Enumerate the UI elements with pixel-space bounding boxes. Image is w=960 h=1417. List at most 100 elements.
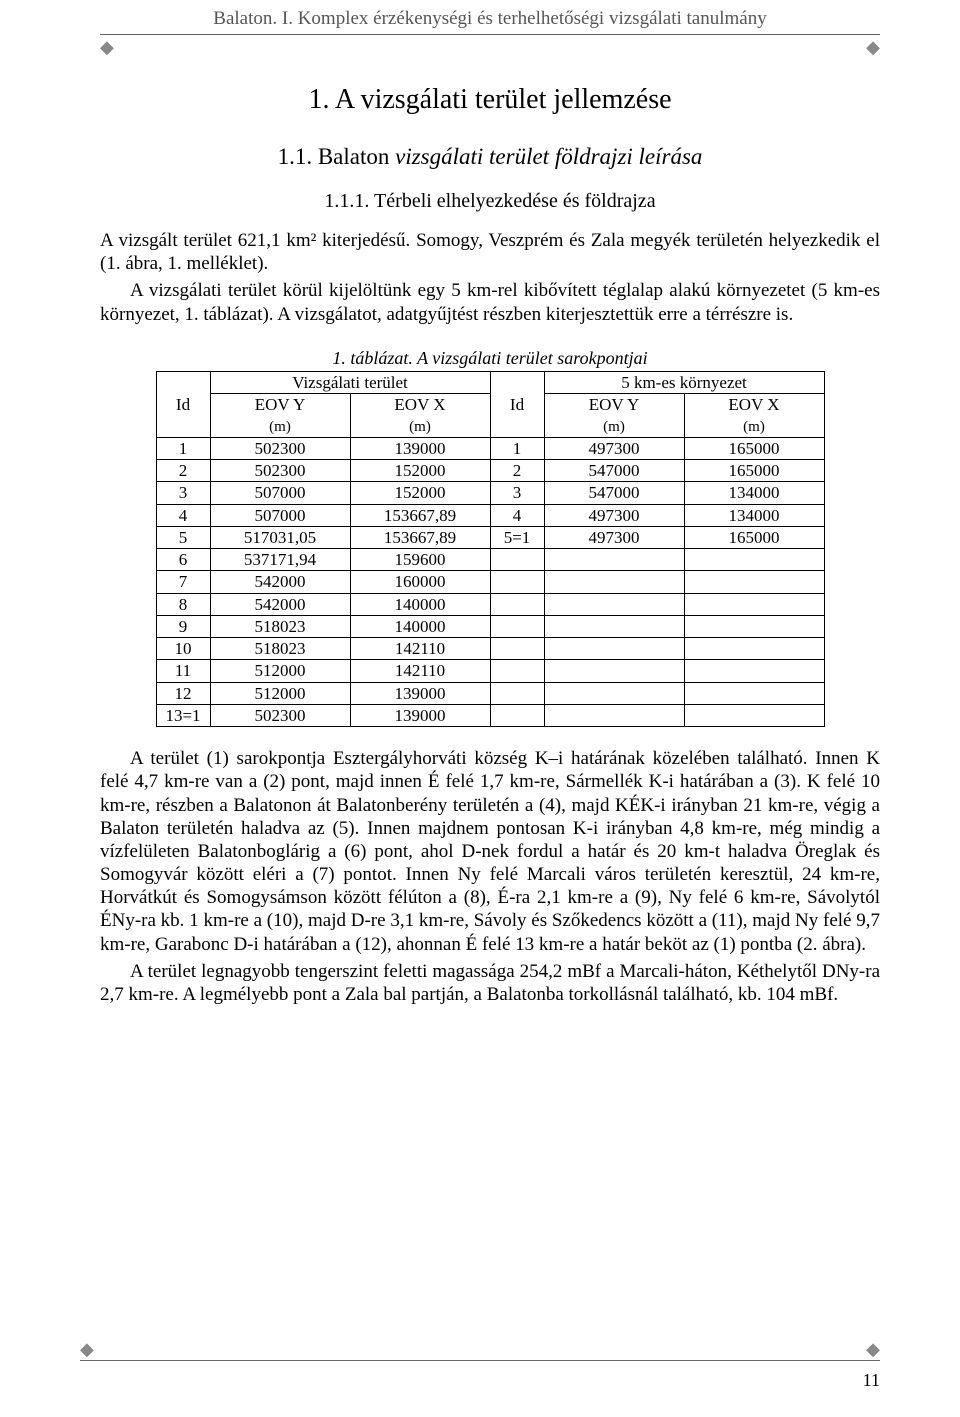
col-study-area: Vizsgálati terület	[210, 371, 490, 393]
header-ornament: ◆ ◆	[100, 37, 880, 58]
cell-id2	[490, 571, 544, 593]
cell-id: 2	[156, 460, 210, 482]
cell-y: 542000	[210, 571, 350, 593]
table-row: 12512000139000	[156, 682, 824, 704]
cell-y: 518023	[210, 638, 350, 660]
cell-y2	[544, 660, 684, 682]
section-heading: 1. A vizsgálati terület jellemzése	[100, 84, 880, 116]
paragraph-3: A terület legnagyobb tengerszint feletti…	[100, 960, 880, 1006]
cell-x: 142110	[350, 638, 490, 660]
table-header-row-1: Id Vizsgálati terület Id 5 km-es környez…	[156, 371, 824, 393]
cell-id2: 3	[490, 482, 544, 504]
cell-id2	[490, 704, 544, 726]
cell-y: 502300	[210, 437, 350, 459]
corner-points-table: Id Vizsgálati terület Id 5 km-es környez…	[156, 371, 825, 728]
cell-x: 153667,89	[350, 504, 490, 526]
cell-y2: 547000	[544, 460, 684, 482]
table-row: 15023001390001497300165000	[156, 437, 824, 459]
cell-y2	[544, 704, 684, 726]
col-eovx2: EOV X(m)	[684, 393, 824, 437]
subsection-heading: 1.1. Balaton vizsgálati terület földrajz…	[100, 144, 880, 170]
table-row: 6537171,94159600	[156, 549, 824, 571]
cell-y2	[544, 549, 684, 571]
col-eovx: EOV X(m)	[350, 393, 490, 437]
diamond-icon: ◆	[100, 37, 114, 58]
col-eovy: EOV Y(m)	[210, 393, 350, 437]
cell-x: 140000	[350, 593, 490, 615]
cell-x2	[684, 660, 824, 682]
cell-id: 5	[156, 526, 210, 548]
footer-ornament: ◆ ◆	[80, 1337, 880, 1361]
cell-x: 152000	[350, 460, 490, 482]
cell-x: 160000	[350, 571, 490, 593]
cell-id: 9	[156, 615, 210, 637]
paragraph-1b: A vizsgálati terület körül kijelöltünk e…	[100, 279, 880, 325]
cell-y2	[544, 638, 684, 660]
table-row: 11512000142110	[156, 660, 824, 682]
cell-x2	[684, 571, 824, 593]
table-row: 4507000153667,894497300134000	[156, 504, 824, 526]
subsection-italic: vizsgálati terület földrajzi leírása	[395, 144, 702, 169]
paragraph-1a: A vizsgált terület 621,1 km² kiterjedésű…	[100, 229, 880, 275]
running-header: Balaton. I. Komplex érzékenységi és terh…	[100, 8, 880, 58]
cell-x: 140000	[350, 615, 490, 637]
cell-x2	[684, 682, 824, 704]
cell-x: 139000	[350, 682, 490, 704]
cell-y: 507000	[210, 504, 350, 526]
table-row: 7542000160000	[156, 571, 824, 593]
cell-x: 139000	[350, 704, 490, 726]
cell-y: 512000	[210, 682, 350, 704]
table-row: 9518023140000	[156, 615, 824, 637]
cell-id: 7	[156, 571, 210, 593]
cell-y2: 497300	[544, 526, 684, 548]
cell-x: 159600	[350, 549, 490, 571]
cell-x2	[684, 638, 824, 660]
cell-id2	[490, 660, 544, 682]
cell-id: 12	[156, 682, 210, 704]
cell-id2: 5=1	[490, 526, 544, 548]
cell-x: 153667,89	[350, 526, 490, 548]
cell-x2	[684, 593, 824, 615]
diamond-icon: ◆	[866, 1339, 880, 1360]
cell-y: 537171,94	[210, 549, 350, 571]
col-eovy2: EOV Y(m)	[544, 393, 684, 437]
table-row: 10518023142110	[156, 638, 824, 660]
cell-id2	[490, 593, 544, 615]
cell-x: 142110	[350, 660, 490, 682]
cell-x2	[684, 615, 824, 637]
table-caption: 1. táblázat. A vizsgálati terület sarokp…	[100, 348, 880, 369]
cell-id2	[490, 615, 544, 637]
cell-id2: 2	[490, 460, 544, 482]
cell-y: 502300	[210, 460, 350, 482]
diamond-icon: ◆	[866, 37, 880, 58]
subsubsection-heading: 1.1.1. Térbeli elhelyezkedése és földraj…	[100, 190, 880, 213]
cell-id: 6	[156, 549, 210, 571]
cell-y2	[544, 571, 684, 593]
cell-y: 518023	[210, 615, 350, 637]
cell-x2: 165000	[684, 526, 824, 548]
cell-x: 152000	[350, 482, 490, 504]
col-id: Id	[156, 371, 210, 437]
table-row: 8542000140000	[156, 593, 824, 615]
table-row: 35070001520003547000134000	[156, 482, 824, 504]
cell-y2	[544, 593, 684, 615]
cell-id2	[490, 549, 544, 571]
cell-y: 502300	[210, 704, 350, 726]
cell-id: 3	[156, 482, 210, 504]
cell-y: 542000	[210, 593, 350, 615]
cell-x2: 165000	[684, 437, 824, 459]
cell-y2	[544, 682, 684, 704]
cell-y: 512000	[210, 660, 350, 682]
cell-y2: 547000	[544, 482, 684, 504]
cell-x2: 134000	[684, 504, 824, 526]
cell-id: 4	[156, 504, 210, 526]
cell-id: 10	[156, 638, 210, 660]
cell-id2	[490, 682, 544, 704]
cell-id2: 1	[490, 437, 544, 459]
cell-id: 8	[156, 593, 210, 615]
cell-x2: 134000	[684, 482, 824, 504]
table-row: 25023001520002547000165000	[156, 460, 824, 482]
cell-x2: 165000	[684, 460, 824, 482]
cell-y: 517031,05	[210, 526, 350, 548]
cell-id: 11	[156, 660, 210, 682]
